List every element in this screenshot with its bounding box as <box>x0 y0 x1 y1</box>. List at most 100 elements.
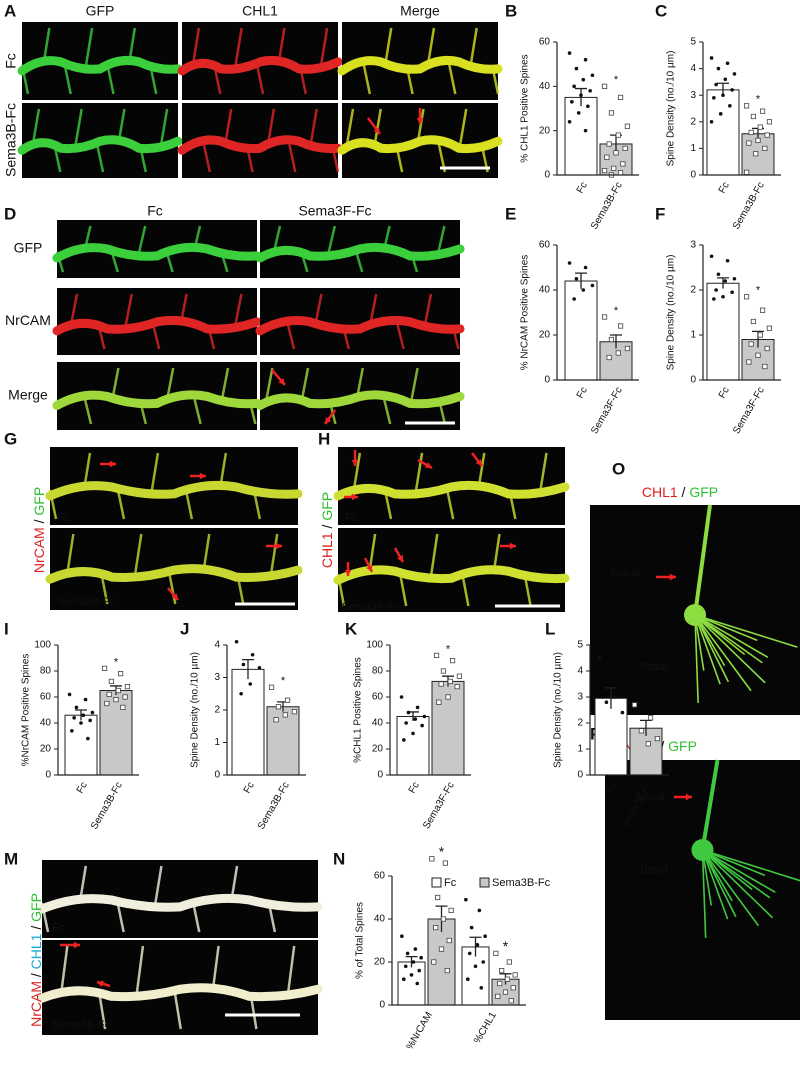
spine <box>202 143 212 173</box>
y-tick-label: 3 <box>690 240 696 251</box>
data-point <box>483 934 487 938</box>
spine <box>430 533 439 575</box>
bar <box>396 716 430 776</box>
x-tick-label: Sema3B-Fc <box>89 780 125 831</box>
stain-name: GFP <box>689 484 718 500</box>
panel-letter: C <box>655 1 667 20</box>
data-point <box>433 925 439 931</box>
stain-name: CHL1 <box>642 484 678 500</box>
row-label: Sema3B-Fc <box>3 103 19 177</box>
spine <box>314 293 323 326</box>
data-point <box>257 665 262 670</box>
arrow-head <box>171 593 178 600</box>
spine <box>20 64 30 95</box>
significance: * <box>446 643 451 655</box>
spine <box>383 27 393 66</box>
data-point <box>714 82 718 87</box>
arrow-head <box>275 542 282 550</box>
x-tick-label: Sema3F-Fc <box>731 385 767 436</box>
y-tick-label: 60 <box>539 240 551 251</box>
spine <box>255 64 265 95</box>
panel-letter: G <box>4 429 17 448</box>
error-bar <box>610 334 622 349</box>
basal-dendrite <box>694 614 730 683</box>
bar <box>266 706 300 776</box>
spine <box>69 293 79 326</box>
arrow-head <box>199 472 206 480</box>
data-point <box>583 265 588 270</box>
data-point <box>567 120 572 124</box>
data-point <box>510 985 516 991</box>
data-point <box>72 716 76 720</box>
data-point <box>440 668 447 674</box>
data-point <box>748 129 754 136</box>
x-tick-label: Fc <box>717 180 732 195</box>
basal-dendrite <box>694 614 699 703</box>
stain-label: NrCAM / GFP <box>31 487 47 573</box>
data-point <box>750 318 757 325</box>
basal-dendrite <box>701 849 760 927</box>
data-point <box>601 314 608 320</box>
data-point <box>436 699 442 705</box>
spine <box>245 143 254 173</box>
data-point <box>438 681 444 687</box>
data-point <box>506 959 512 965</box>
spine <box>211 945 220 993</box>
data-point <box>590 283 595 288</box>
data-point <box>721 294 725 299</box>
data-point <box>764 345 770 352</box>
y-tick-label: 1 <box>214 737 220 748</box>
neuron-label: Apical <box>610 567 640 579</box>
data-point <box>606 141 612 147</box>
x-tick-label: Fc <box>575 385 590 400</box>
spine <box>477 452 486 491</box>
spine <box>110 251 119 273</box>
legend-label: Sema3B-Fc <box>492 877 551 889</box>
y-tick-label: 2 <box>690 285 696 296</box>
stain-name: / <box>28 922 44 934</box>
apical-dendrite <box>693 504 712 616</box>
data-point <box>115 687 121 694</box>
data-point <box>415 981 420 986</box>
data-point <box>743 294 750 300</box>
stain-name: GFP <box>28 893 44 922</box>
data-point <box>755 137 761 144</box>
error-bar <box>717 277 729 289</box>
spine <box>124 293 134 326</box>
dendrite <box>52 390 262 410</box>
stain-name: CHL1 <box>28 933 44 969</box>
row-label: Fc <box>3 53 19 69</box>
data-point <box>647 715 654 721</box>
significance: * <box>644 693 649 705</box>
legend-swatch <box>479 877 490 888</box>
data-point <box>422 714 427 719</box>
spine <box>138 399 148 425</box>
row-label: Sema3B-Fc <box>52 1019 111 1031</box>
arrow-head <box>373 127 380 134</box>
neuron-label: Basal <box>640 864 668 876</box>
data-point <box>400 934 404 938</box>
data-point <box>576 111 581 115</box>
y-axis-label: % NrCAM Positive Spines <box>520 255 531 371</box>
dendrite <box>177 135 343 155</box>
data-point <box>631 702 638 708</box>
data-point <box>766 325 773 331</box>
data-point <box>567 261 572 265</box>
data-point <box>597 656 602 660</box>
data-point <box>442 860 448 866</box>
data-point <box>622 145 628 151</box>
arrow-head <box>109 460 116 468</box>
stain-label: NrCAM / CHL1 / GFP <box>28 893 44 1027</box>
panel-letter: E <box>505 204 516 223</box>
data-point <box>449 658 456 664</box>
data-point <box>108 678 115 685</box>
spine <box>234 293 243 326</box>
data-point <box>645 741 651 747</box>
y-axis-label: Spine Density (no./10 µm) <box>190 652 201 768</box>
spine <box>414 452 424 491</box>
stain-name: GFP <box>668 738 697 754</box>
spine <box>352 452 362 491</box>
spine <box>451 324 460 350</box>
data-point <box>762 145 768 151</box>
stain-label: CHL1 / GFP <box>319 492 335 568</box>
